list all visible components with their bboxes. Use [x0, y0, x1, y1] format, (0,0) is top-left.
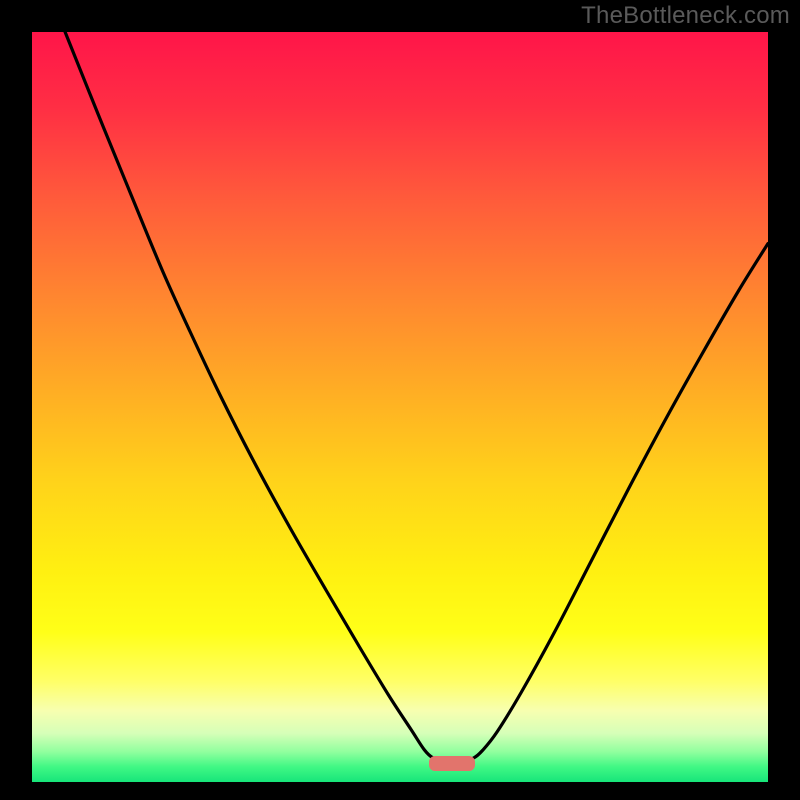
- attribution-text: TheBottleneck.com: [581, 2, 790, 30]
- plot-area: [32, 32, 768, 782]
- curve-path: [65, 32, 768, 761]
- stage: TheBottleneck.com: [0, 0, 800, 800]
- bottleneck-curve: [32, 32, 768, 782]
- bottleneck-marker: [429, 756, 475, 771]
